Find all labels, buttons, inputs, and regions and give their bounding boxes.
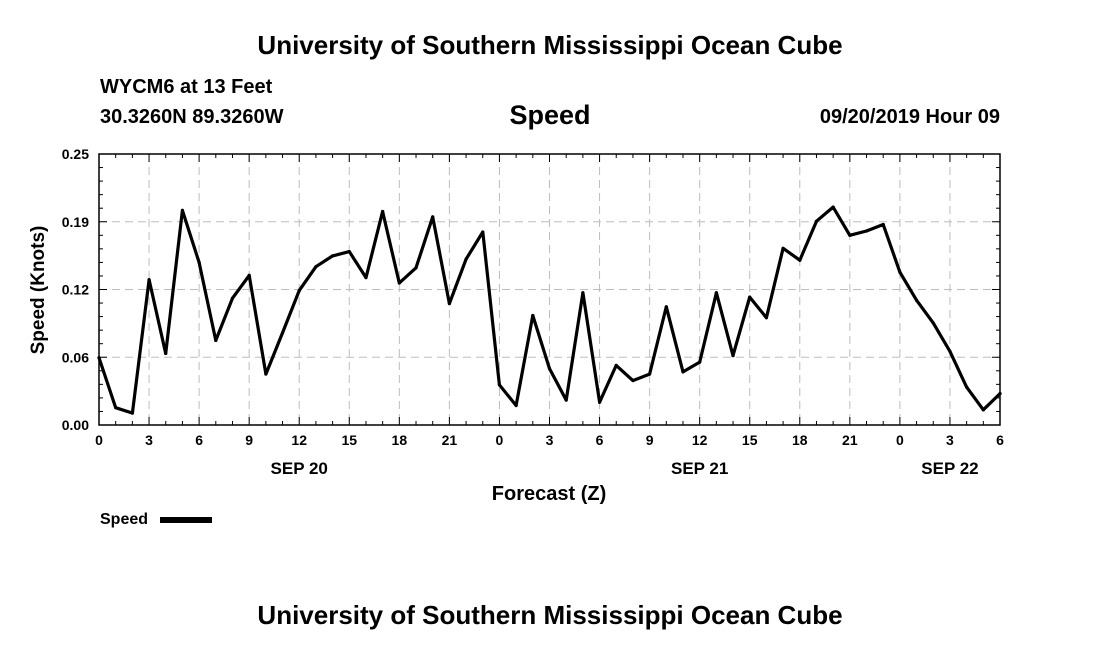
data-point — [648, 372, 652, 376]
data-point — [547, 367, 552, 371]
data-point — [197, 260, 201, 264]
data-point — [247, 273, 251, 278]
data-point — [748, 295, 752, 299]
data-point — [981, 408, 985, 412]
y-tick-label: 0.19 — [62, 214, 89, 230]
date-label: SEP 21 — [671, 459, 728, 478]
x-tick-label: 6 — [996, 432, 1004, 448]
data-point — [564, 398, 568, 402]
plot-frame — [98, 153, 1001, 426]
data-point — [681, 370, 685, 374]
y-tick-labels: 0.00 0.06 0.12 0.19 0.25 — [62, 146, 89, 433]
data-point — [130, 411, 134, 415]
data-point — [781, 246, 785, 250]
data-point — [931, 321, 935, 325]
x-tick-label: 3 — [145, 432, 153, 448]
timestamp-label: 09/20/2019 Hour 09 — [819, 106, 1000, 128]
x-tick-label: 0 — [896, 432, 904, 448]
x-tick-label: 9 — [646, 432, 654, 448]
data-point — [230, 296, 235, 300]
x-tick-label: 9 — [245, 432, 253, 448]
data-point — [264, 372, 268, 376]
data-point — [431, 215, 435, 219]
x-tick-label: 12 — [291, 432, 307, 448]
data-point — [948, 349, 952, 353]
x-tick-label: 15 — [742, 432, 758, 448]
legend-label: Speed — [100, 511, 148, 528]
data-point — [464, 257, 468, 261]
x-tick-label: 3 — [946, 432, 954, 448]
data-point — [631, 378, 635, 383]
y-tick-label: 0.00 — [62, 417, 89, 433]
x-tick-labels: 0 3 6 9 12 15 18 21 0 3 6 9 12 15 18 21 0 3 6 — [95, 432, 1004, 448]
data-point — [965, 385, 969, 389]
data-point — [514, 403, 518, 408]
x-tick-label: 15 — [341, 432, 357, 448]
data-point — [881, 222, 885, 227]
data-point — [280, 331, 285, 335]
data-point — [814, 219, 819, 223]
chart-title: Speed — [509, 100, 591, 130]
data-point — [664, 305, 668, 309]
data-point — [297, 288, 301, 293]
x-tick-label: 6 — [195, 432, 203, 448]
data-point — [330, 254, 335, 258]
footer-title: University of Southern Mississippi Ocean… — [257, 600, 843, 630]
data-point — [314, 265, 318, 269]
data-point — [97, 356, 101, 360]
date-labels: SEP 20 SEP 21 SEP 22 — [271, 459, 979, 478]
y-tick-label: 0.25 — [62, 146, 89, 162]
station-label: WYCM6 at 13 Feet — [100, 76, 273, 98]
data-point — [731, 354, 735, 358]
x-tick-label: 12 — [692, 432, 708, 448]
data-point — [831, 205, 835, 209]
data-point — [848, 233, 852, 237]
data-point — [497, 383, 502, 387]
data-point — [614, 363, 618, 367]
data-point — [531, 313, 535, 318]
data-point — [164, 351, 168, 356]
data-point — [364, 275, 368, 280]
data-point — [597, 400, 602, 404]
data-point — [581, 291, 585, 295]
x-tick-label: 18 — [792, 432, 808, 448]
data-point — [698, 360, 702, 364]
location-label: 30.3260N 89.3260W — [100, 106, 284, 128]
chart-grid — [99, 154, 1000, 425]
x-tick-label: 21 — [442, 432, 458, 448]
y-tick-label: 0.06 — [62, 349, 89, 365]
data-point — [481, 230, 485, 234]
x-tick-label: 18 — [392, 432, 408, 448]
data-point — [864, 229, 869, 233]
data-point — [898, 270, 902, 274]
data-point — [414, 266, 418, 270]
data-point — [798, 258, 802, 262]
data-point — [381, 209, 385, 214]
data-point — [114, 406, 118, 410]
data-point — [180, 208, 185, 212]
data-points — [97, 205, 1002, 415]
y-axis-label: Speed (Knots) — [28, 226, 49, 355]
x-tick-label: 21 — [842, 432, 858, 448]
date-label: SEP 22 — [921, 459, 978, 478]
x-tick-label: 0 — [496, 432, 504, 448]
y-tick-label: 0.12 — [62, 282, 89, 298]
x-tick-label: 0 — [95, 432, 103, 448]
x-axis-label: Forecast (Z) — [492, 483, 606, 505]
data-point — [914, 298, 919, 302]
x-tick-label: 3 — [546, 432, 554, 448]
data-point — [998, 391, 1002, 396]
x-tick-label: 6 — [596, 432, 604, 448]
page-title: University of Southern Mississippi Ocean… — [257, 30, 843, 60]
date-label: SEP 20 — [271, 459, 328, 478]
data-point — [347, 249, 351, 254]
data-point — [447, 301, 451, 306]
data-point — [764, 316, 769, 320]
data-point — [214, 338, 218, 343]
data-point — [147, 278, 151, 282]
data-point — [714, 291, 718, 295]
data-point — [397, 281, 401, 285]
